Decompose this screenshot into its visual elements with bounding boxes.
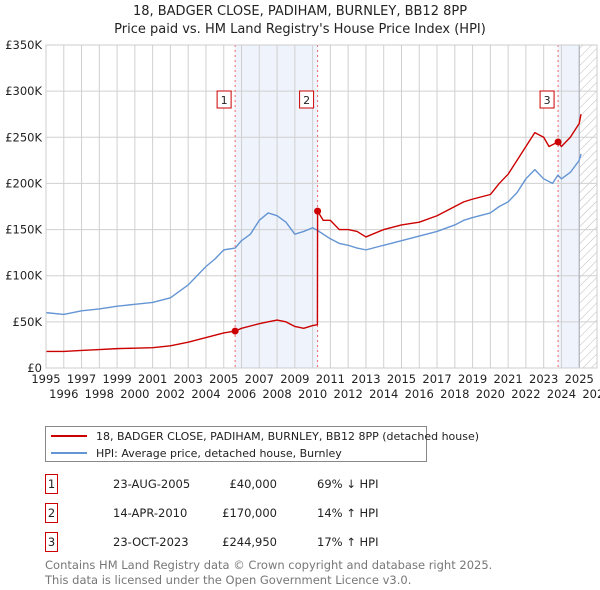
chart-subtitle: Price paid vs. HM Land Registry's House … xyxy=(114,22,486,37)
y-tick-label: £0 xyxy=(27,361,42,375)
y-tick-label: £300K xyxy=(5,84,42,98)
y-tick-label: £250K xyxy=(5,130,42,144)
x-tick-label: 2024 xyxy=(547,387,576,401)
y-tick-label: £50K xyxy=(13,315,43,329)
sale-point xyxy=(554,138,562,146)
sale-price: £170,000 xyxy=(222,506,277,520)
hpi-line xyxy=(45,153,582,316)
legend-label: 18, BADGER CLOSE, PADIHAM, BURNLEY, BB12… xyxy=(96,429,480,443)
sale-price: £244,950 xyxy=(222,535,277,549)
price-paid-line xyxy=(46,114,582,353)
footer-copyright: Contains HM Land Registry data © Crown c… xyxy=(45,558,493,572)
x-tick-label: 2019 xyxy=(458,372,487,386)
shaded-period xyxy=(558,45,580,368)
forecast-hatch xyxy=(579,45,597,368)
sale-label-number: 1 xyxy=(221,94,228,107)
y-tick-label: £350K xyxy=(5,38,42,52)
x-tick-label: 2014 xyxy=(369,387,398,401)
sale-label-number: 2 xyxy=(303,94,310,107)
legend: 18, BADGER CLOSE, PADIHAM, BURNLEY, BB12… xyxy=(45,426,479,462)
footer-licence: This data is licensed under the Open Gov… xyxy=(45,573,412,587)
sale-point xyxy=(314,207,322,215)
sale-hpi-diff: 17% ↑ HPI xyxy=(317,535,379,549)
x-tick-label: 1999 xyxy=(102,372,131,386)
y-tick-label: £150K xyxy=(5,223,42,237)
x-tick-label: 2001 xyxy=(138,372,167,386)
x-tick-label: 1997 xyxy=(67,372,96,386)
x-tick-label: 2006 xyxy=(227,387,256,401)
sale-number: 3 xyxy=(45,532,58,552)
sale-date: 14-APR-2010 xyxy=(113,506,188,520)
sale-label-box xyxy=(539,90,555,109)
x-tick-label: 2020 xyxy=(476,387,505,401)
x-tick-label: 2022 xyxy=(511,387,540,401)
x-tick-label: 2008 xyxy=(262,387,291,401)
legend-item-property: 18, BADGER CLOSE, PADIHAM, BURNLEY, BB12… xyxy=(51,428,479,444)
x-tick-label: 2002 xyxy=(156,387,185,401)
y-tick-label: £100K xyxy=(5,269,42,283)
x-tick-label: 1998 xyxy=(85,387,114,401)
x-tick-label: 2004 xyxy=(191,387,220,401)
x-tick-label: 2005 xyxy=(209,372,238,386)
x-tick-label: 1996 xyxy=(49,387,78,401)
x-tick-label: 2012 xyxy=(334,387,363,401)
sale-label-box xyxy=(299,90,315,109)
sale-number: 1 xyxy=(45,474,58,494)
sale-hpi-diff: 14% ↑ HPI xyxy=(317,506,379,520)
x-tick-label: 2021 xyxy=(493,372,522,386)
x-tick-label: 2000 xyxy=(120,387,149,401)
x-tick-label: 2023 xyxy=(529,372,558,386)
x-tick-label: 1995 xyxy=(31,372,60,386)
plot-area: 1995199619971998199920002001200220032004… xyxy=(5,38,600,401)
x-tick-label: 2009 xyxy=(280,372,309,386)
x-tick-label: 2003 xyxy=(174,372,203,386)
legend-label: HPI: Average price, detached house, Burn… xyxy=(96,446,342,460)
x-tick-label: 2018 xyxy=(440,387,469,401)
x-tick-label: 2015 xyxy=(387,372,416,386)
legend-item-hpi: HPI: Average price, detached house, Burn… xyxy=(51,445,342,461)
sale-hpi-diff: 69% ↓ HPI xyxy=(317,477,379,491)
x-tick-label: 2011 xyxy=(316,372,345,386)
chart-title: 18, BADGER CLOSE, PADIHAM, BURNLEY, BB12… xyxy=(132,4,468,19)
sale-label-box xyxy=(216,90,232,109)
x-tick-label: 2013 xyxy=(351,372,380,386)
sale-date: 23-AUG-2005 xyxy=(113,477,191,491)
x-tick-label: 2025 xyxy=(565,372,594,386)
legend-swatch-red xyxy=(51,435,87,437)
plot-border xyxy=(45,44,598,369)
sale-label-number: 3 xyxy=(544,94,551,107)
x-tick-label: 2017 xyxy=(422,372,451,386)
x-tick-label: 2026 xyxy=(582,387,600,401)
x-tick-label: 2010 xyxy=(298,387,327,401)
x-tick-label: 2007 xyxy=(245,372,274,386)
legend-swatch-blue xyxy=(51,452,87,454)
sale-point xyxy=(231,327,239,335)
sale-date: 23-OCT-2023 xyxy=(113,535,189,549)
sale-number: 2 xyxy=(45,503,58,523)
sale-price: £40,000 xyxy=(229,477,277,491)
y-tick-label: £200K xyxy=(5,176,42,190)
x-tick-label: 2016 xyxy=(405,387,434,401)
